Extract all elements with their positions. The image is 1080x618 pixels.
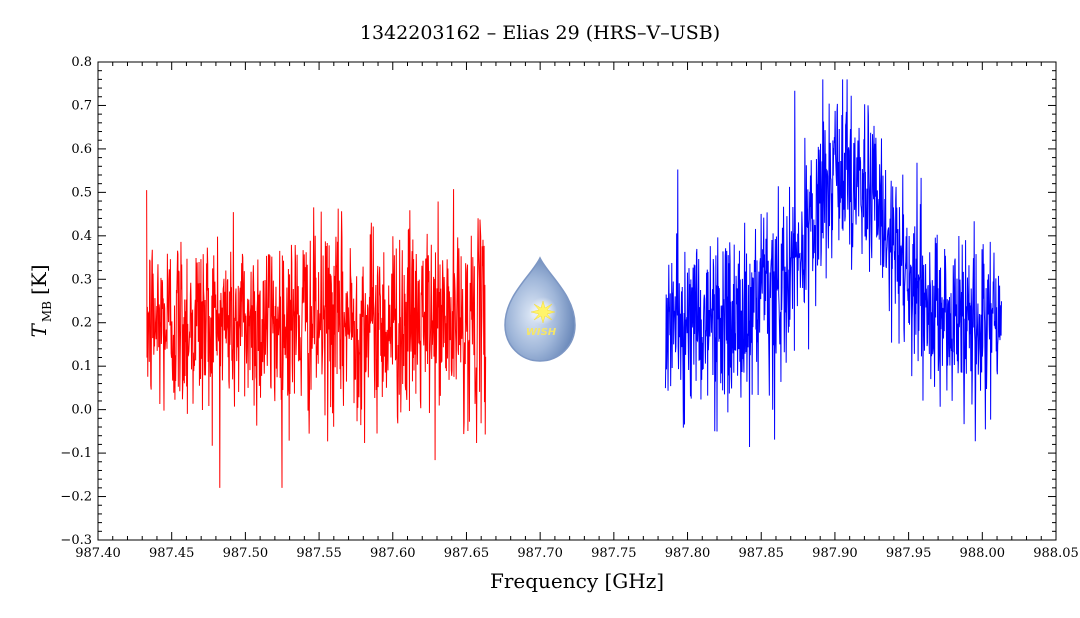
x-tick-label: 987.90: [812, 546, 858, 561]
x-tick-label: 987.95: [886, 546, 932, 561]
y-axis-title: TMB [K]: [27, 265, 54, 338]
y-tick-label: 0.6: [71, 142, 92, 157]
y-tick-label: −0.3: [60, 533, 92, 548]
plot-frame: [97, 61, 1057, 541]
x-tick-label: 987.50: [223, 546, 269, 561]
y-tick-label: 0.1: [71, 359, 92, 374]
x-tick-label: 987.45: [149, 546, 195, 561]
x-tick-label: 988.00: [960, 546, 1006, 561]
x-tick-label: 987.80: [665, 546, 711, 561]
y-tick-label: −0.2: [60, 490, 92, 505]
x-tick-label: 987.40: [75, 546, 121, 561]
series-line-1: [146, 189, 487, 488]
x-tick-label: 987.85: [738, 546, 784, 561]
svg-text:TMB[K]: TMB [K]: [27, 265, 54, 338]
x-tick-label: 987.70: [517, 546, 563, 561]
plot-series-group: [146, 79, 1002, 488]
x-axis-title: Frequency [GHz]: [490, 569, 664, 593]
y-tick-label: 0.0: [71, 403, 92, 418]
chart-title: 1342203162 – Elias 29 (HRS–V–USB): [360, 22, 720, 44]
y-axis: 0.8 0.7 0.6 0.5 0.4 0.3 0.2 0.1 0.0 −0.1 −0.2 −0.3: [60, 55, 1056, 548]
y-tick-label: 0.5: [71, 185, 92, 200]
y-tick-label: 0.2: [71, 316, 92, 331]
x-axis: 987.40 987.45 987.50 987.55 987.60 987.65 987.…: [75, 62, 1079, 561]
star-icon: [530, 300, 556, 324]
series-line-2: [664, 79, 1002, 448]
logo-text: WISH: [526, 327, 557, 338]
x-tick-label: 987.65: [444, 546, 490, 561]
y-tick-label: −0.1: [60, 446, 92, 461]
x-tick-label: 987.75: [591, 546, 637, 561]
y-tick-label: 0.7: [71, 98, 92, 113]
wish-logo: WISH: [504, 256, 576, 362]
y-axis-subscript: MB: [40, 301, 54, 322]
y-axis-unit: [K]: [27, 265, 51, 296]
x-tick-label: 988.05: [1033, 546, 1079, 561]
y-tick-label: 0.8: [71, 55, 92, 70]
x-tick-label: 987.60: [370, 546, 416, 561]
y-tick-label: 0.3: [71, 272, 92, 287]
y-axis-symbol: T: [27, 323, 51, 338]
x-tick-label: 987.55: [296, 546, 342, 561]
y-tick-label: 0.4: [71, 229, 92, 244]
